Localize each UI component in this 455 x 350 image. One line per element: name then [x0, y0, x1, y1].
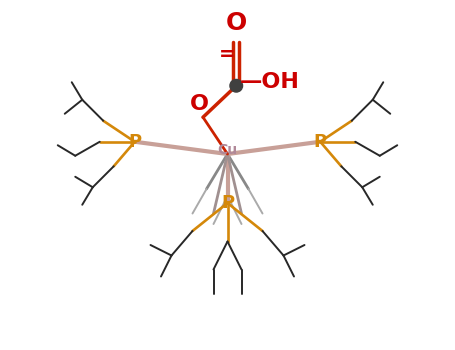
- Text: P: P: [128, 133, 142, 151]
- Text: Cu: Cu: [217, 144, 238, 158]
- Text: =: =: [219, 45, 236, 64]
- Text: O: O: [226, 11, 247, 35]
- Circle shape: [230, 79, 243, 92]
- Text: O: O: [190, 94, 209, 114]
- Text: P: P: [221, 194, 234, 212]
- Text: —OH: —OH: [240, 72, 300, 92]
- Text: P: P: [313, 133, 327, 151]
